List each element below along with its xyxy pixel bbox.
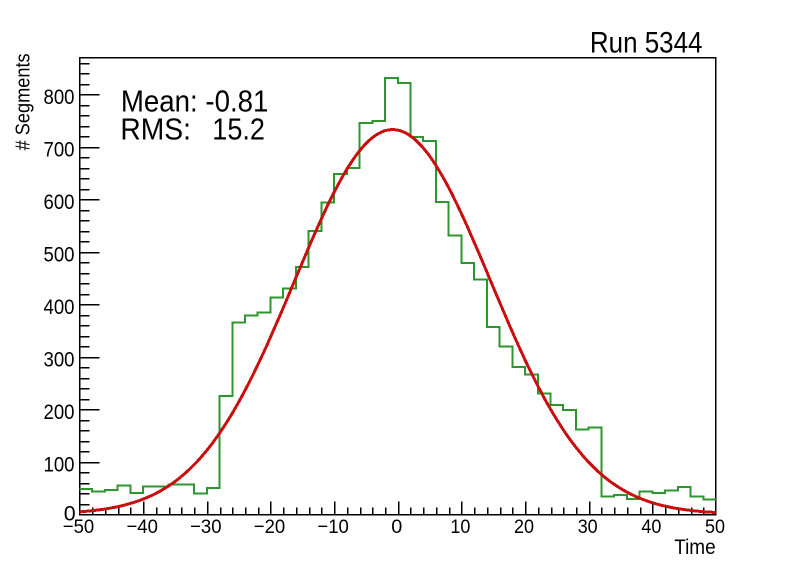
svg-text:20: 20	[514, 516, 534, 538]
svg-text:Time: Time	[674, 536, 716, 559]
svg-text:10: 10	[450, 516, 470, 538]
svg-text:50: 50	[705, 516, 725, 538]
svg-text:300: 300	[44, 348, 75, 372]
svg-text:0: 0	[64, 501, 76, 525]
svg-text:Mean: -0.81: Mean: -0.81	[121, 85, 269, 119]
svg-text:−10: −10	[317, 516, 348, 538]
svg-text:600: 600	[44, 190, 75, 214]
svg-text:# Segments: # Segments	[13, 53, 35, 150]
svg-text:700: 700	[44, 138, 75, 162]
svg-text:0: 0	[391, 516, 402, 538]
svg-text:800: 800	[44, 85, 75, 109]
svg-text:−20: −20	[254, 516, 285, 538]
svg-text:−50: −50	[63, 516, 94, 538]
svg-text:40: 40	[641, 516, 661, 538]
svg-text:100: 100	[44, 453, 75, 477]
svg-text:30: 30	[578, 516, 598, 538]
svg-text:Run 5344: Run 5344	[590, 26, 703, 59]
svg-text:200: 200	[44, 400, 75, 424]
svg-text:−30: −30	[190, 516, 221, 538]
svg-text:500: 500	[44, 243, 75, 267]
svg-text:RMS:: RMS:	[120, 113, 191, 147]
svg-text:15.2: 15.2	[212, 113, 265, 147]
svg-text:−40: −40	[127, 516, 158, 538]
svg-text:400: 400	[44, 295, 75, 319]
